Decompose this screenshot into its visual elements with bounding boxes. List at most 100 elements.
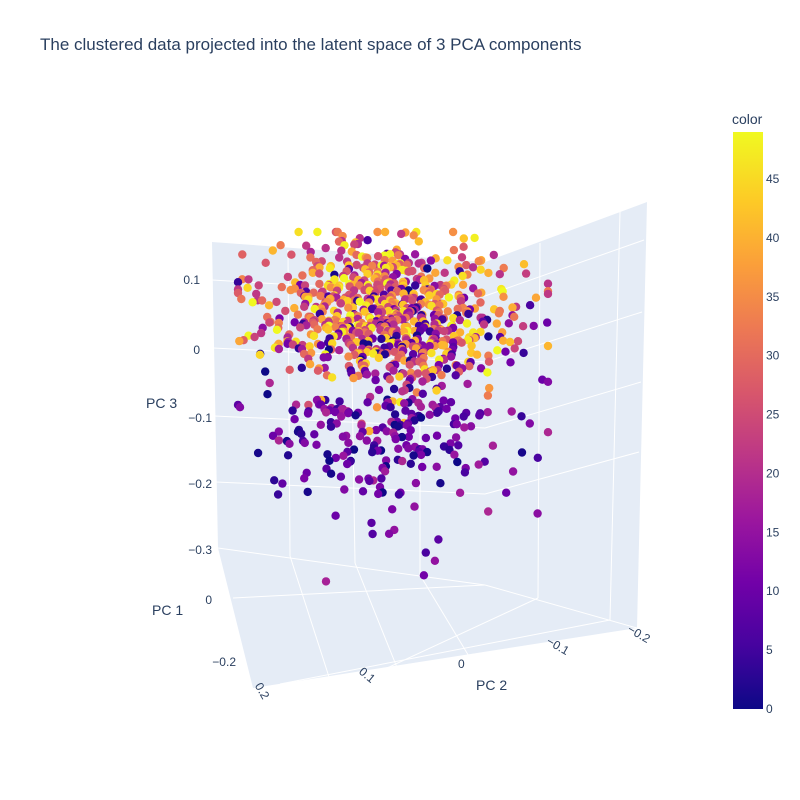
data-point xyxy=(325,456,334,465)
data-point xyxy=(351,411,360,420)
data-point xyxy=(474,257,483,266)
data-point xyxy=(427,348,436,358)
data-point xyxy=(367,518,376,528)
data-point xyxy=(331,407,340,417)
data-point xyxy=(462,260,471,270)
data-point xyxy=(394,251,403,260)
chart-title: The clustered data projected into the la… xyxy=(40,35,582,54)
data-point xyxy=(298,271,307,280)
data-point xyxy=(410,416,419,425)
data-point xyxy=(294,227,303,237)
data-point xyxy=(414,237,423,246)
data-point xyxy=(529,321,538,331)
data-point xyxy=(380,350,390,359)
data-point xyxy=(452,420,461,429)
data-point xyxy=(449,245,459,255)
data-point xyxy=(297,363,306,372)
data-point xyxy=(263,390,272,399)
data-point xyxy=(465,362,474,371)
data-point xyxy=(285,365,294,374)
data-point xyxy=(416,450,426,460)
data-point xyxy=(489,250,498,260)
data-point xyxy=(288,406,297,415)
data-point xyxy=(418,462,427,472)
data-point xyxy=(455,488,465,497)
data-point xyxy=(300,302,309,311)
data-point xyxy=(336,299,346,308)
data-point xyxy=(324,325,333,334)
data-point xyxy=(525,301,535,310)
scatter-points xyxy=(233,227,553,586)
data-point xyxy=(533,509,542,518)
data-point xyxy=(243,283,252,292)
data-point xyxy=(464,309,473,319)
colorbar-tick: 25 xyxy=(766,408,780,422)
back-pane-right xyxy=(485,202,647,628)
data-point xyxy=(410,502,419,511)
data-point xyxy=(272,325,282,334)
z-axis-ticks: 0.1 0 −0.1 −0.2 −0.3 xyxy=(183,273,212,557)
data-point xyxy=(268,431,278,440)
data-point xyxy=(313,366,323,375)
data-point xyxy=(315,263,324,272)
data-point xyxy=(326,469,336,478)
data-point xyxy=(377,334,386,344)
data-point xyxy=(310,430,319,439)
data-point xyxy=(337,246,346,255)
data-point xyxy=(476,364,486,373)
colorbar-ticks: 0 5 10 15 20 25 30 35 40 45 xyxy=(766,172,780,716)
data-point xyxy=(323,450,332,459)
data-point xyxy=(339,274,349,283)
colorbar xyxy=(733,132,763,709)
data-point xyxy=(543,377,553,386)
data-point xyxy=(507,407,516,416)
colorbar-tick: 15 xyxy=(766,525,780,539)
grid-line xyxy=(484,311,643,363)
data-point xyxy=(373,227,382,237)
data-point xyxy=(521,269,531,278)
data-point xyxy=(274,344,284,354)
data-point xyxy=(325,264,335,273)
data-point xyxy=(451,371,460,380)
x-axis-ticks: 0.2 0 −0.2 xyxy=(205,593,272,702)
data-point xyxy=(274,427,283,436)
data-point xyxy=(508,467,518,476)
data-point xyxy=(458,271,467,281)
data-point xyxy=(336,472,346,481)
data-point xyxy=(371,425,381,435)
data-point xyxy=(409,451,418,460)
data-point xyxy=(308,268,317,277)
data-point xyxy=(502,488,511,497)
data-point xyxy=(498,336,508,345)
data-point xyxy=(373,252,383,261)
data-point xyxy=(321,408,331,417)
data-point xyxy=(443,307,452,316)
data-point xyxy=(290,318,299,327)
data-point xyxy=(457,338,466,347)
data-point xyxy=(408,296,417,305)
data-point xyxy=(374,489,383,499)
data-point xyxy=(384,529,394,538)
data-point xyxy=(287,250,296,259)
data-point xyxy=(303,487,312,497)
data-point xyxy=(233,278,243,287)
data-point xyxy=(237,294,246,304)
grid-line xyxy=(287,249,291,557)
data-point xyxy=(426,256,436,265)
data-point xyxy=(519,348,528,358)
data-point xyxy=(453,304,462,313)
data-point xyxy=(305,342,314,351)
data-point xyxy=(413,369,423,378)
data-point xyxy=(463,379,472,389)
grid-line xyxy=(609,211,621,621)
z-tick: −0.1 xyxy=(188,411,212,425)
grid-line xyxy=(213,415,486,429)
data-point xyxy=(371,369,380,378)
data-point xyxy=(391,434,400,444)
data-point xyxy=(340,485,349,494)
data-point xyxy=(434,535,443,544)
data-point xyxy=(290,303,299,313)
data-point xyxy=(265,318,274,327)
data-point xyxy=(475,411,484,420)
